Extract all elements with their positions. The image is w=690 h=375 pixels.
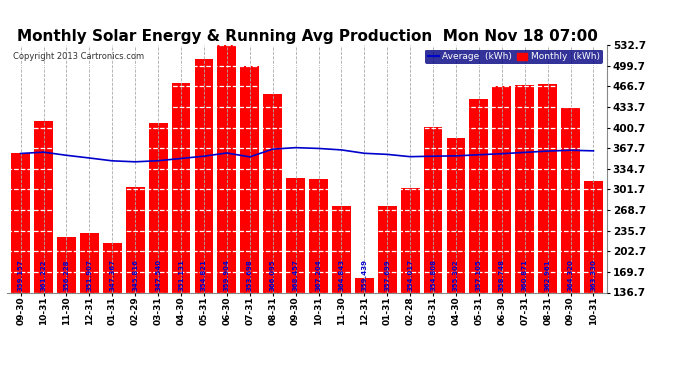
Text: 347.367: 347.367 [109, 259, 115, 291]
Bar [57, 237, 76, 375]
Text: 367.204: 367.204 [315, 259, 322, 291]
Text: 351.131: 351.131 [178, 259, 184, 291]
Bar [355, 278, 374, 375]
Text: 357.699: 357.699 [384, 259, 391, 291]
Text: 355.302: 355.302 [453, 259, 459, 291]
Bar [103, 243, 121, 375]
Text: 363.330: 363.330 [591, 259, 596, 291]
Bar [80, 233, 99, 375]
Bar [401, 188, 420, 375]
Bar [11, 153, 30, 375]
Text: 354.821: 354.821 [201, 259, 207, 291]
Text: 362.961: 362.961 [544, 259, 551, 291]
Bar [309, 179, 328, 375]
Bar [264, 93, 282, 375]
Bar [469, 99, 489, 375]
Text: 364.843: 364.843 [338, 258, 344, 291]
Text: 361.222: 361.222 [41, 259, 46, 291]
Text: 347.540: 347.540 [155, 258, 161, 291]
Text: 364.320: 364.320 [568, 259, 573, 291]
Text: 359.157: 359.157 [18, 259, 23, 291]
Text: 357.105: 357.105 [476, 259, 482, 291]
Bar [286, 178, 305, 375]
Text: 345.816: 345.816 [132, 259, 138, 291]
Bar [240, 66, 259, 375]
Title: Monthly Solar Energy & Running Avg Production  Mon Nov 18 07:00: Monthly Solar Energy & Running Avg Produ… [17, 29, 598, 44]
Text: 360.871: 360.871 [522, 259, 528, 291]
Text: 354.808: 354.808 [430, 259, 436, 291]
Bar [126, 187, 145, 375]
Bar [561, 108, 580, 375]
Text: 354.017: 354.017 [407, 259, 413, 291]
Bar [332, 206, 351, 375]
Text: 358.748: 358.748 [499, 259, 505, 291]
Bar [149, 123, 168, 375]
Text: 359.904: 359.904 [224, 259, 230, 291]
Bar [378, 206, 397, 375]
Text: 366.095: 366.095 [270, 259, 276, 291]
Bar [538, 84, 557, 375]
Text: 351.907: 351.907 [86, 259, 92, 291]
Bar [424, 127, 442, 375]
Bar [34, 121, 53, 375]
Text: 368.457: 368.457 [293, 259, 299, 291]
Text: 353.698: 353.698 [247, 259, 253, 291]
Text: 356.228: 356.228 [63, 259, 70, 291]
Bar [584, 181, 603, 375]
Bar [446, 138, 465, 375]
Text: 359.439: 359.439 [362, 259, 367, 291]
Bar [172, 84, 190, 375]
Bar [493, 86, 511, 375]
Bar [217, 43, 236, 375]
Legend: Average  (kWh), Monthly  (kWh): Average (kWh), Monthly (kWh) [425, 50, 602, 64]
Bar [195, 59, 213, 375]
Bar [515, 85, 534, 375]
Text: Copyright 2013 Cartronics.com: Copyright 2013 Cartronics.com [13, 53, 144, 62]
